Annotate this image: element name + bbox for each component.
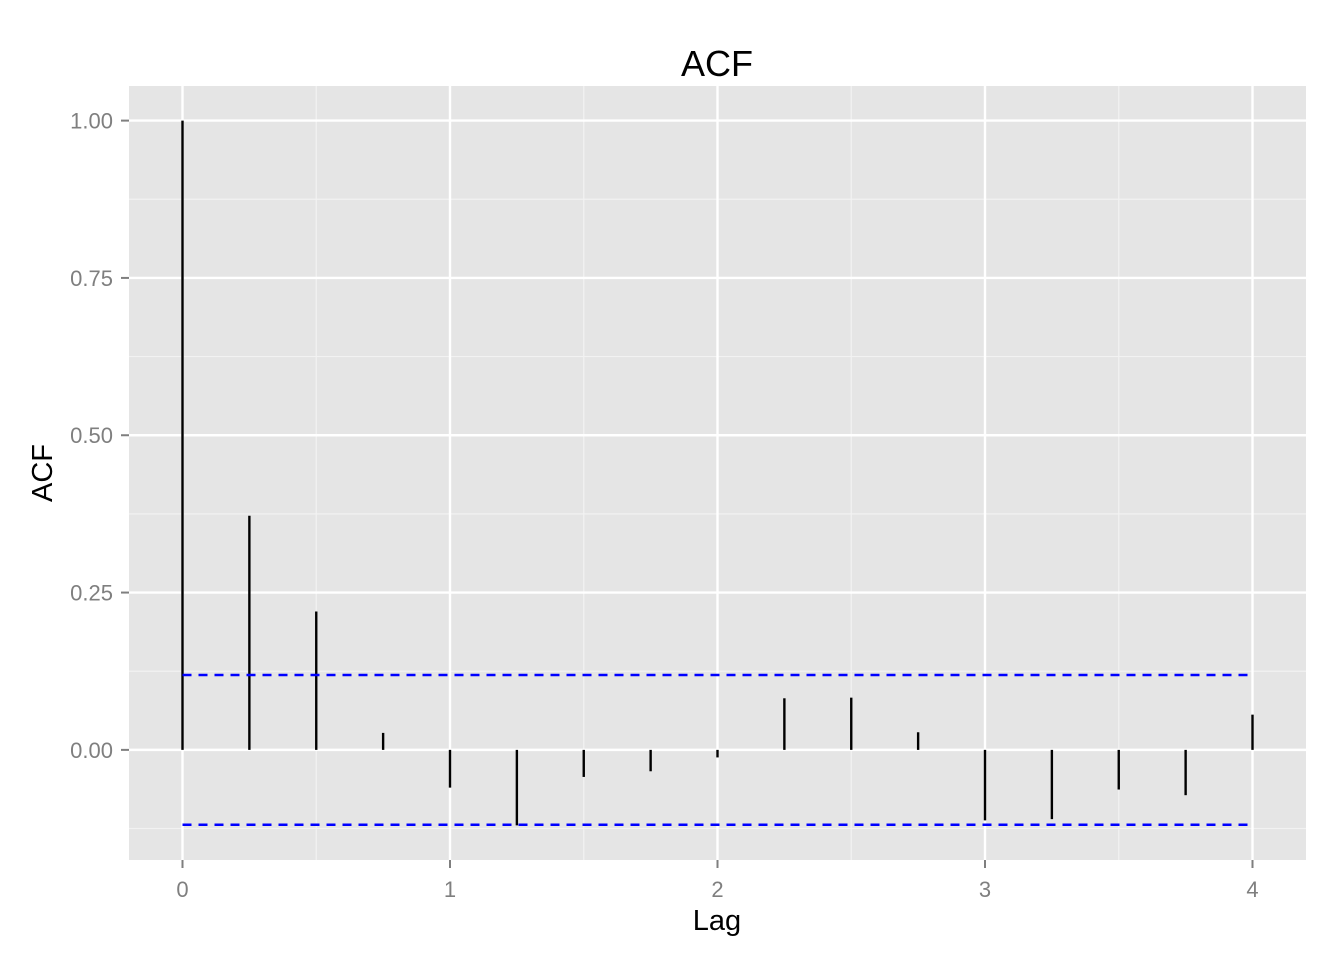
y-axis-title: ACF: [27, 444, 59, 502]
x-axis-title: Lag: [693, 905, 741, 937]
chart-title: ACF: [681, 43, 753, 84]
x-tick-label: 1: [444, 877, 456, 902]
x-tick-label: 4: [1246, 877, 1258, 902]
y-tick-label: 1.00: [70, 109, 113, 134]
y-axis: 0.00 0.25 0.50 0.75 1.00: [70, 109, 129, 763]
confidence-bounds: [182, 673, 1253, 826]
x-tick-label: 3: [979, 877, 991, 902]
y-tick-label: 0.75: [70, 266, 113, 291]
x-tick-label: 0: [176, 877, 188, 902]
x-tick-label: 2: [711, 877, 723, 902]
y-tick-label: 0.00: [70, 738, 113, 763]
x-axis: 0 1 2 3 4: [176, 860, 1259, 902]
acf-bars: [181, 120, 1254, 826]
y-tick-label: 0.50: [70, 423, 113, 448]
y-tick-label: 0.25: [70, 581, 113, 606]
